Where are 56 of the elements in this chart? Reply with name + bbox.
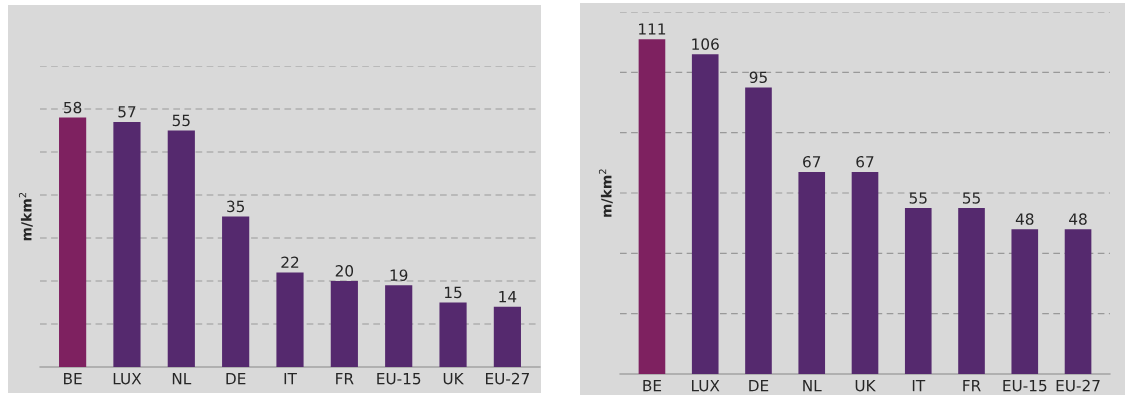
data-label: 35 [227, 200, 245, 213]
data-label: 19 [390, 269, 408, 281]
x-tick-label: IT [284, 373, 297, 385]
bar [276, 272, 304, 367]
x-tick-label: IT [912, 380, 926, 392]
bar [798, 171, 826, 374]
x-tick-label: NL [172, 373, 192, 385]
x-tick-label: FR [336, 373, 354, 385]
y-axis-title: m/km$^{2}$ [18, 192, 33, 241]
x-tick-label: UK [855, 380, 876, 392]
x-tick-label: LUX [692, 380, 720, 392]
x-tick-label: EU-27 [1056, 379, 1100, 392]
x-tick-label: FR [963, 380, 981, 392]
bar [1064, 229, 1092, 374]
x-tick-label: NL [803, 380, 822, 392]
x-tick-label: BE [643, 380, 662, 392]
bar [113, 121, 141, 367]
data-label: 55 [962, 192, 980, 204]
bar [691, 54, 719, 374]
x-tick-label: UK [443, 373, 464, 385]
data-label: 67 [856, 155, 874, 168]
data-label: 20 [335, 265, 354, 277]
x-tick-label: DE [226, 373, 246, 385]
x-tick-label: BE [64, 373, 82, 385]
x-tick-label: EU-27 [486, 372, 529, 385]
data-label: 106 [692, 38, 719, 50]
bar [59, 117, 87, 367]
data-label: 95 [749, 71, 767, 84]
bar [904, 208, 932, 374]
bar [167, 130, 195, 367]
data-label: 58 [64, 101, 82, 114]
x-tick-label: LUX [113, 373, 142, 385]
bar [439, 302, 467, 367]
data-label: 111 [639, 23, 666, 35]
x-tick-label: DE [749, 380, 769, 392]
bar [493, 306, 521, 367]
data-label: 22 [281, 256, 299, 268]
data-label: 55 [172, 114, 190, 127]
data-label: 14 [499, 291, 517, 303]
y-axis-title: m/km$^{2}$ [598, 169, 613, 217]
bar [851, 171, 879, 374]
data-label: 55 [909, 192, 927, 204]
bar [745, 87, 772, 374]
x-tick-label: EU-15 [377, 373, 421, 385]
data-label: 48 [1069, 213, 1087, 225]
data-label: 67 [803, 155, 821, 168]
bar [638, 39, 666, 374]
bar [222, 216, 250, 367]
bar [385, 285, 413, 367]
bar [330, 281, 358, 367]
bar [958, 208, 985, 374]
x-tick-label: EU-15 [1003, 380, 1047, 392]
data-label: 48 [1015, 213, 1034, 225]
data-label: 57 [118, 106, 136, 118]
data-label: 15 [445, 286, 462, 299]
bar [1011, 229, 1039, 374]
